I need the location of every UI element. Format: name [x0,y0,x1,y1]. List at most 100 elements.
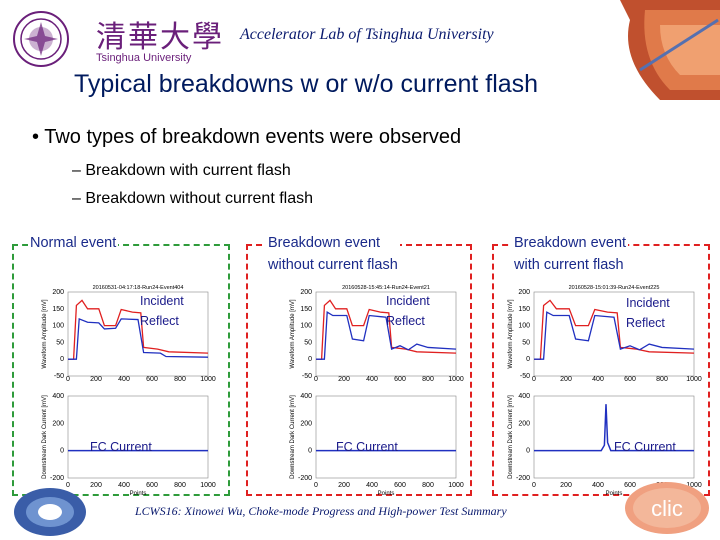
x-tick-label: 600 [394,482,406,489]
y-tick-label: 50 [304,339,312,346]
x-tick-label: 400 [118,482,130,489]
x-tick-label: 0 [66,376,70,383]
normal-event-box [12,244,230,496]
y-tick-label: -50 [54,373,64,380]
footer-text: LCWS16: Xinowei Wu, Choke-mode Progress … [135,504,507,518]
x-tick-label: 800 [174,376,186,383]
x-tick-label: 600 [146,482,158,489]
y-tick-label: 150 [52,306,64,313]
y-axis-label: Downstream Dark Current [mV] [290,395,296,479]
waveform-plot-frame [315,291,457,377]
swirl-logo [14,488,86,536]
x-tick-label: 600 [624,376,636,383]
y-tick-label: 400 [518,393,530,400]
x-tick-label: 1000 [686,482,702,489]
fc-current-label: FC Current [614,440,676,454]
y-tick-label: -200 [298,475,312,482]
x-tick-label: 200 [338,482,350,489]
x-tick-label: 600 [624,482,636,489]
x-tick-label: 200 [338,376,350,383]
incident-label: Incident [140,294,184,308]
x-tick-label: 200 [560,482,572,489]
x-tick-label: 800 [656,376,668,383]
y-tick-label: 400 [300,393,312,400]
y-tick-label: -50 [520,373,530,380]
panel-label-without-flash: Breakdown event without current flash [266,232,400,276]
incident-waveform [534,299,695,360]
slide-title: Typical breakdowns w or w/o current flas… [74,70,539,98]
x-tick-label: 200 [560,376,572,383]
x-tick-label: 400 [366,376,378,383]
x-tick-label: 0 [314,376,318,383]
y-tick-label: 200 [518,420,530,427]
y-axis-label: Downstream Dark Current [mV] [508,395,514,479]
event-id: 20160531-04:17:18-Run24-Event404 [93,285,184,291]
x-tick-label: 400 [118,376,130,383]
y-tick-label: 200 [518,289,530,296]
incident-waveform [316,299,457,360]
fc-current-waveform [534,404,694,452]
y-tick-label: 50 [522,339,530,346]
main-bullet-text: Two types of breakdown events were obser… [44,126,462,148]
dark-current-plot-frame [315,395,457,479]
y-tick-label: 0 [526,448,530,455]
y-tick-label: -50 [302,373,312,380]
incident-label: Incident [386,294,430,308]
y-axis-label: Waveform Amplitude [mV] [42,299,48,368]
dark-current-plot-frame [533,395,695,479]
reflect-label: Reflect [626,316,665,330]
university-name-chinese: 清華大學 [96,20,224,55]
waveform-plot-frame [67,291,209,377]
tsinghua-seal-logo [13,11,69,67]
x-tick-label: 1000 [200,482,216,489]
x-tick-label: 200 [90,376,102,383]
reflect-waveform [534,311,695,360]
event-id: 20160528-15:01:39-Run24-Event225 [569,285,660,291]
x-tick-label: 800 [174,482,186,489]
x-axis-label: Points [606,491,623,497]
y-tick-label: 0 [60,356,64,363]
x-tick-label: 0 [532,482,536,489]
x-tick-label: 400 [366,482,378,489]
x-tick-label: 0 [314,482,318,489]
y-tick-label: 400 [52,393,64,400]
panel-label-normal: Normal event [28,232,119,254]
y-tick-label: -200 [50,475,64,482]
y-tick-label: 200 [52,289,64,296]
y-tick-label: 0 [60,448,64,455]
x-tick-label: 1000 [200,376,216,383]
y-tick-label: 200 [52,420,64,427]
fc-current-label: FC Current [336,440,398,454]
y-tick-label: 100 [300,323,312,330]
cavity-image [620,0,720,100]
y-axis-label: Waveform Amplitude [mV] [290,299,296,368]
y-tick-label: 100 [518,323,530,330]
x-tick-label: 600 [146,376,158,383]
waveform-plot-frame [533,291,695,377]
main-bullet: • Two types of breakdown events were obs… [32,126,462,148]
sub-bullet-text: Breakdown without current flash [85,190,314,207]
y-tick-label: 50 [56,339,64,346]
x-tick-label: 1000 [448,376,464,383]
incident-label: Incident [626,296,670,310]
y-tick-label: -200 [516,475,530,482]
x-tick-label: 1000 [448,482,464,489]
x-tick-label: 800 [422,482,434,489]
x-tick-label: 400 [592,482,604,489]
reflect-waveform [316,311,457,360]
y-tick-label: 0 [526,356,530,363]
svg-text:clic: clic [651,496,683,521]
panel-label-with-flash: Breakdown event with current flash [512,232,629,276]
x-tick-label: 0 [66,482,70,489]
sub-bullet-2: – Breakdown without current flash [72,190,314,207]
y-tick-label: 150 [300,306,312,313]
event-id: 20160528-15:45:14-Run24-Event21 [342,285,430,291]
lab-title: Accelerator Lab of Tsinghua University [240,26,494,43]
fc-current-label: FC Current [90,440,152,454]
university-name-english: Tsinghua University [96,52,192,64]
incident-waveform [68,299,209,360]
x-axis-label: Points [130,491,147,497]
y-tick-label: 0 [308,448,312,455]
x-tick-label: 200 [90,482,102,489]
reflect-label: Reflect [386,314,425,328]
